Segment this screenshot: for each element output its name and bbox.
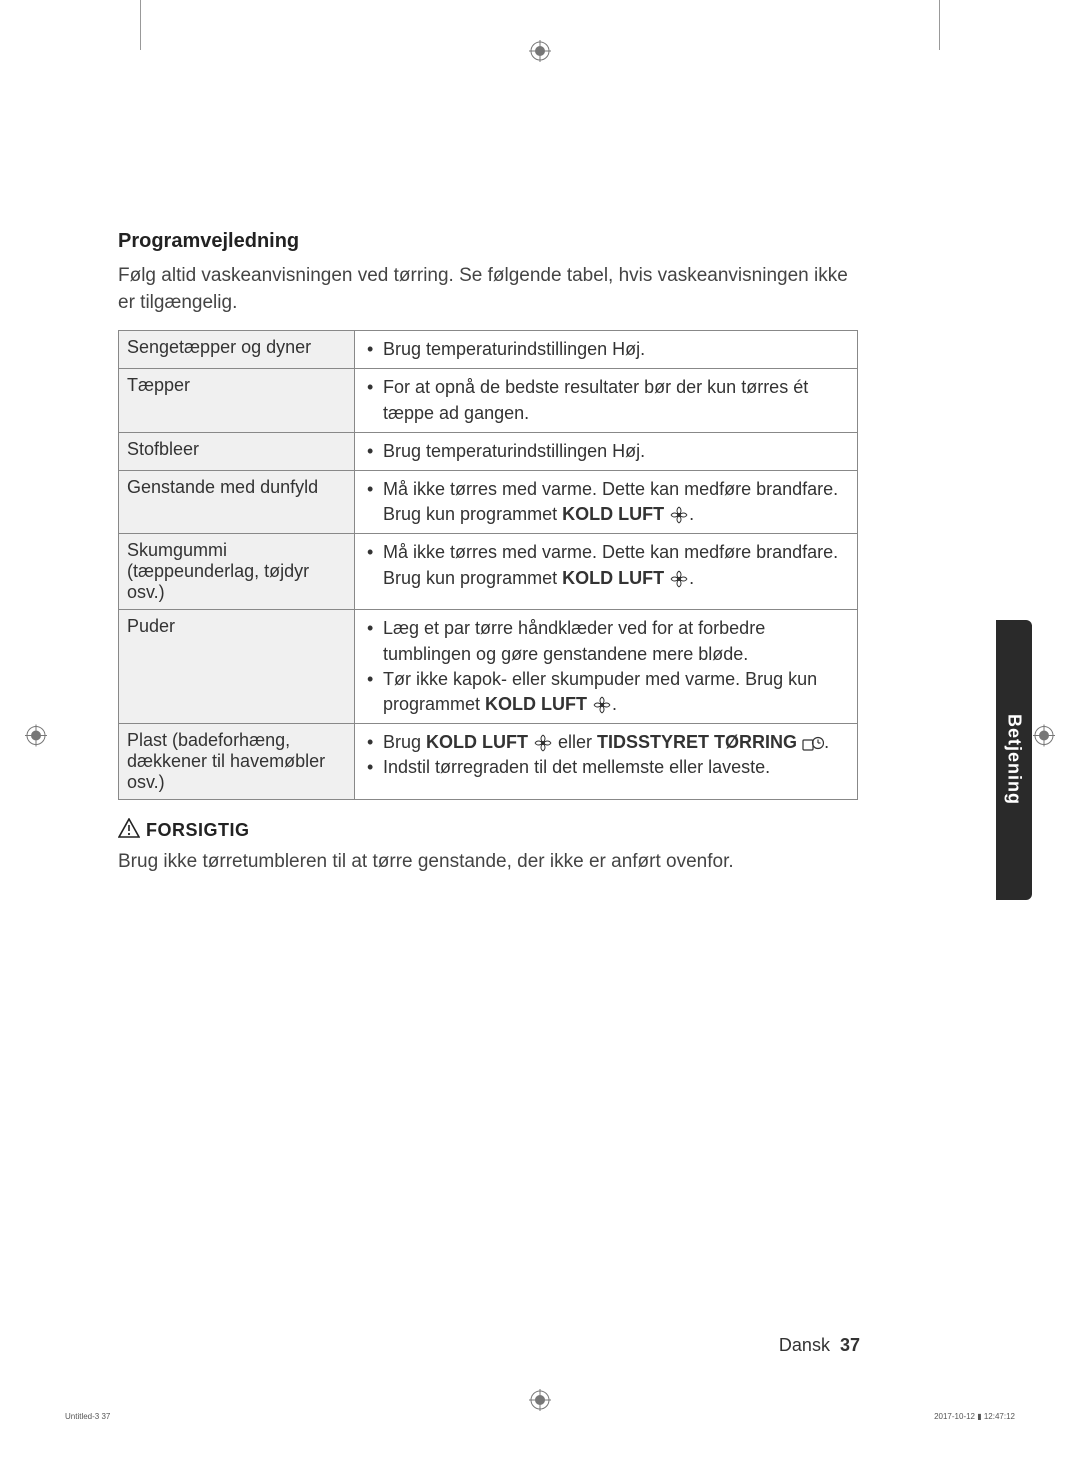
table-row: Stofbleer Brug temperaturindstillingen Hø… [119, 432, 858, 470]
print-footer-right: 2017-10-12 ▮ 12:47:12 [934, 1412, 1015, 1421]
warning-icon [118, 818, 140, 843]
caution-heading: FORSIGTIG [118, 818, 858, 843]
table-row: Plast (badeforhæng, dækkener til havemøb… [119, 724, 858, 800]
table-row-label: Stofbleer [119, 432, 355, 470]
table-row-content: Må ikke tørres med varme. Dette kan medf… [355, 470, 858, 533]
table-row-label: Genstande med dunfyld [119, 470, 355, 533]
print-footer-left: Untitled-3 37 [65, 1412, 110, 1421]
fan-icon [533, 732, 553, 752]
table-row-content: Brug temperaturindstillingen Høj. [355, 432, 858, 470]
section-tab-label: Betjening [1004, 714, 1025, 805]
page-footer: Dansk 37 [779, 1335, 860, 1356]
list-item: Brug temperaturindstillingen Høj. [363, 337, 849, 362]
caution-label: FORSIGTIG [146, 820, 250, 841]
list-item: For at opnå de bedste resultater bør der… [363, 375, 849, 425]
table-row-content: Brug temperaturindstillingen Høj. [355, 331, 858, 369]
table-row-label: Tæpper [119, 369, 355, 432]
registration-mark-right [1033, 725, 1055, 752]
registration-mark-left [25, 725, 47, 752]
fan-icon [669, 568, 689, 588]
program-guide-table: Sengetæpper og dyner Brug temperaturindst… [118, 330, 858, 800]
section-tab: Betjening [996, 620, 1032, 900]
section-heading: Programvejledning [118, 230, 858, 253]
list-item: Læg et par tørre håndklæder ved for at f… [363, 616, 849, 666]
footer-language: Dansk [779, 1335, 830, 1355]
table-row: TæpperFor at opnå de bedste resultater b… [119, 369, 858, 432]
fan-icon [592, 694, 612, 714]
table-row: Sengetæpper og dyner Brug temperaturindst… [119, 331, 858, 369]
intro-text: Følg altid vaskeanvisningen ved tørring.… [118, 263, 858, 316]
list-item: Må ikke tørres med varme. Dette kan medf… [363, 477, 849, 527]
table-row-content: For at opnå de bedste resultater bør der… [355, 369, 858, 432]
list-item: Brug temperaturindstillingen Høj. [363, 439, 849, 464]
list-item: Indstil tørregraden til det mellemste el… [363, 755, 849, 780]
table-row-label: Sengetæpper og dyner [119, 331, 355, 369]
table-row: Genstande med dunfyldMå ikke tørres med … [119, 470, 858, 533]
table-row-content: Må ikke tørres med varme. Dette kan medf… [355, 534, 858, 610]
table-row-label: Skumgummi (tæppeunderlag, tøjdyr osv.) [119, 534, 355, 610]
list-item: Brug KOLD LUFT eller TIDSSTYRET TØRRING … [363, 730, 849, 755]
page-content: Programvejledning Følg altid vaskeanvisn… [118, 230, 858, 876]
table-row: PuderLæg et par tørre håndklæder ved for… [119, 610, 858, 724]
table-row: Skumgummi (tæppeunderlag, tøjdyr osv.)Må… [119, 534, 858, 610]
table-row-content: Brug KOLD LUFT eller TIDSSTYRET TØRRING … [355, 724, 858, 800]
crop-corner-top-right [939, 0, 940, 50]
footer-page-number: 37 [840, 1335, 860, 1355]
list-item: Må ikke tørres med varme. Dette kan medf… [363, 540, 849, 590]
crop-corner-top-left [140, 0, 141, 50]
list-item: Tør ikke kapok- eller skumpuder med varm… [363, 667, 849, 717]
table-row-label: Plast (badeforhæng, dækkener til havemøb… [119, 724, 355, 800]
table-row-content: Læg et par tørre håndklæder ved for at f… [355, 610, 858, 724]
caution-text: Brug ikke tørretumbleren til at tørre ge… [118, 849, 858, 876]
registration-mark-top [529, 40, 551, 67]
fan-icon [669, 504, 689, 524]
clock-icon [802, 732, 824, 752]
table-row-label: Puder [119, 610, 355, 724]
registration-mark-bottom [529, 1389, 551, 1416]
